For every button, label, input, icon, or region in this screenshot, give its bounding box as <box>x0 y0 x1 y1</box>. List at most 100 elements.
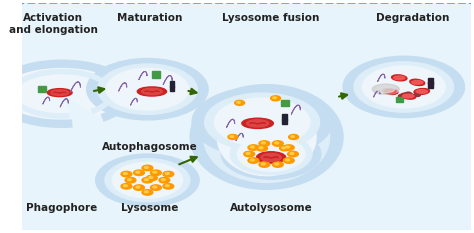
Circle shape <box>288 151 298 157</box>
Ellipse shape <box>51 90 68 95</box>
Text: Lysosome fusion: Lysosome fusion <box>222 13 320 23</box>
Circle shape <box>414 93 420 96</box>
Ellipse shape <box>377 86 395 93</box>
Circle shape <box>273 141 283 146</box>
Circle shape <box>230 136 234 137</box>
Circle shape <box>237 102 240 103</box>
Circle shape <box>165 185 169 187</box>
Circle shape <box>87 58 208 120</box>
Circle shape <box>136 186 140 188</box>
Text: Autolysosome: Autolysosome <box>230 203 312 213</box>
Ellipse shape <box>246 120 269 127</box>
Circle shape <box>106 68 189 110</box>
Circle shape <box>153 171 157 173</box>
Bar <box>170 86 174 92</box>
Circle shape <box>283 158 294 163</box>
Circle shape <box>105 159 190 202</box>
Circle shape <box>250 146 254 148</box>
Circle shape <box>228 134 238 140</box>
Circle shape <box>273 162 283 167</box>
Ellipse shape <box>414 89 429 95</box>
Circle shape <box>259 141 270 146</box>
Circle shape <box>165 173 169 175</box>
Circle shape <box>125 178 136 183</box>
Circle shape <box>121 184 132 189</box>
Circle shape <box>290 153 294 154</box>
Circle shape <box>192 87 332 158</box>
Ellipse shape <box>256 152 286 163</box>
Circle shape <box>142 165 153 171</box>
Circle shape <box>261 142 265 144</box>
Ellipse shape <box>204 92 329 182</box>
Circle shape <box>286 159 290 161</box>
Text: Degradation: Degradation <box>376 13 449 23</box>
Circle shape <box>163 184 174 189</box>
Circle shape <box>235 100 245 105</box>
Circle shape <box>244 151 255 157</box>
Ellipse shape <box>416 90 428 93</box>
Circle shape <box>128 179 131 181</box>
Bar <box>152 71 161 78</box>
Circle shape <box>149 176 153 178</box>
Circle shape <box>343 56 465 118</box>
Circle shape <box>161 179 165 181</box>
Circle shape <box>134 170 145 175</box>
Ellipse shape <box>411 81 423 84</box>
Text: Maturation: Maturation <box>117 13 182 23</box>
Ellipse shape <box>372 84 399 94</box>
Circle shape <box>282 147 285 149</box>
Circle shape <box>354 62 454 112</box>
Text: Activation
and elongation: Activation and elongation <box>9 13 98 35</box>
Circle shape <box>237 137 305 171</box>
Circle shape <box>98 64 197 114</box>
Text: Phagophore: Phagophore <box>27 203 98 213</box>
Bar <box>396 97 402 102</box>
Circle shape <box>261 163 265 165</box>
Circle shape <box>273 97 276 99</box>
Circle shape <box>259 162 270 167</box>
Circle shape <box>153 186 157 188</box>
Circle shape <box>146 175 157 181</box>
Circle shape <box>280 146 290 151</box>
Circle shape <box>275 163 279 165</box>
Circle shape <box>398 94 405 98</box>
Circle shape <box>142 190 153 195</box>
Ellipse shape <box>47 89 72 97</box>
Text: Lysosome: Lysosome <box>121 203 178 213</box>
Circle shape <box>286 146 290 148</box>
FancyBboxPatch shape <box>17 3 474 233</box>
Circle shape <box>259 147 263 149</box>
Circle shape <box>291 136 294 137</box>
Circle shape <box>145 166 148 168</box>
Circle shape <box>150 170 161 175</box>
Circle shape <box>134 185 145 190</box>
Bar <box>38 86 46 93</box>
Circle shape <box>145 191 148 193</box>
Ellipse shape <box>401 93 416 99</box>
Circle shape <box>214 98 310 146</box>
Circle shape <box>163 171 174 177</box>
Ellipse shape <box>261 154 282 161</box>
Circle shape <box>221 129 321 179</box>
Bar <box>281 100 289 106</box>
Circle shape <box>112 162 182 198</box>
Bar <box>428 82 433 88</box>
Circle shape <box>250 159 254 161</box>
Ellipse shape <box>393 76 405 80</box>
Circle shape <box>136 171 140 173</box>
Circle shape <box>248 158 259 163</box>
Bar <box>428 78 433 83</box>
Wedge shape <box>5 65 119 123</box>
Text: Autophagosome: Autophagosome <box>102 141 198 151</box>
Circle shape <box>363 66 445 108</box>
Ellipse shape <box>383 89 398 94</box>
Circle shape <box>230 133 312 175</box>
Bar <box>283 119 287 124</box>
Circle shape <box>124 185 128 187</box>
Ellipse shape <box>137 87 166 96</box>
Circle shape <box>121 171 132 177</box>
Circle shape <box>405 92 411 95</box>
Circle shape <box>124 173 128 175</box>
Circle shape <box>145 179 148 181</box>
Ellipse shape <box>410 79 425 85</box>
